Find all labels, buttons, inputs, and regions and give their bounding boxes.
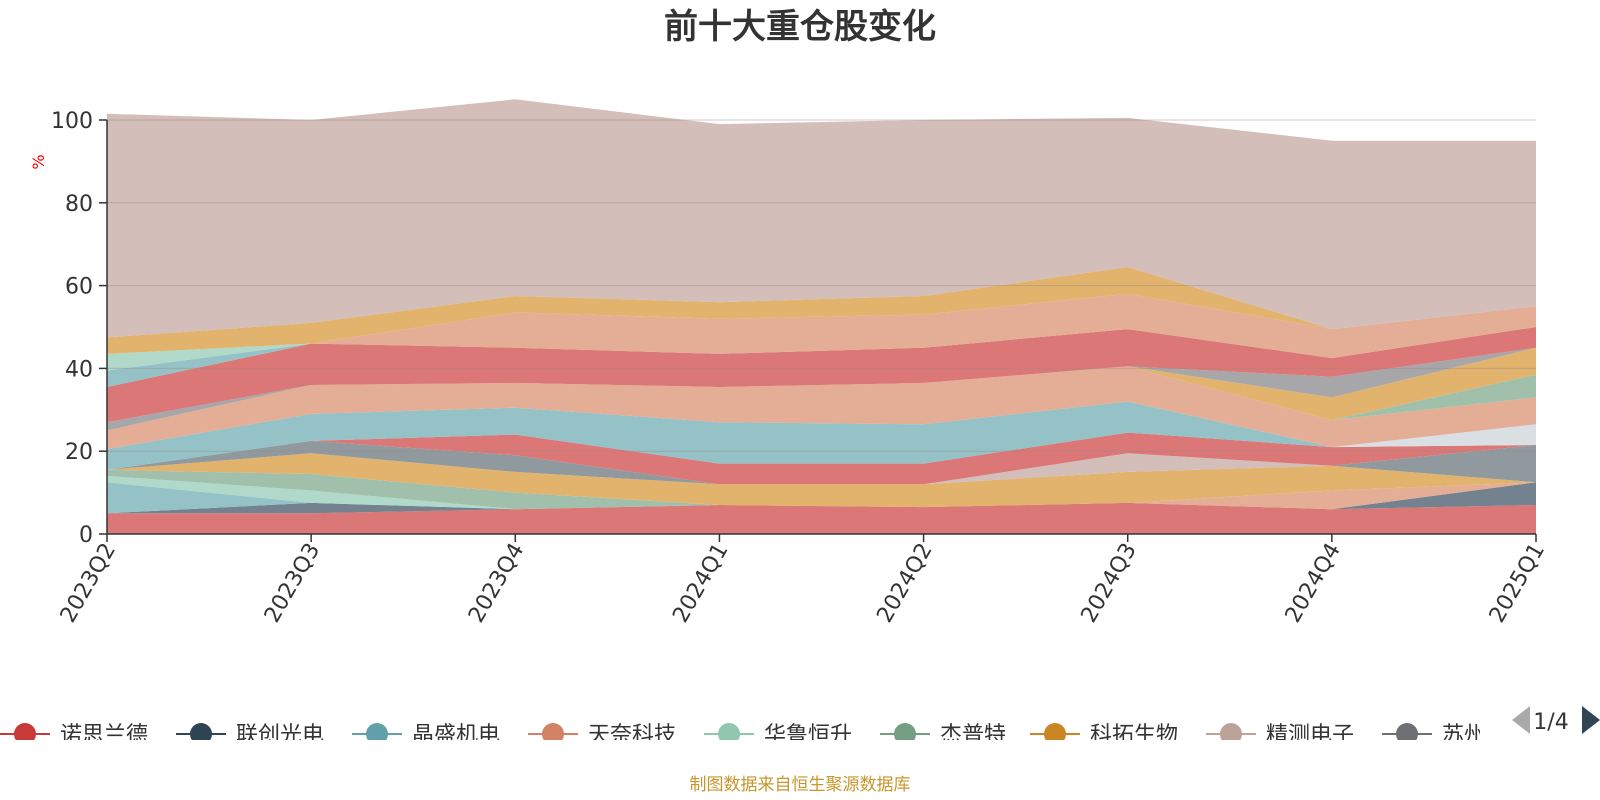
area-series: 汇川技术: [107, 293, 1536, 359]
legend-item[interactable]: 科拓生物: [1030, 723, 1178, 748]
legend-item[interactable]: 晶盛机电: [352, 723, 500, 748]
x-tick-label: 2024Q1: [668, 539, 733, 627]
footer-source: 制图数据来自恒生聚源数据库: [690, 775, 911, 795]
area-series: 科拓生物: [107, 453, 1536, 508]
y-tick-label: 40: [65, 357, 93, 382]
legend-item[interactable]: 华鲁恒升: [704, 723, 852, 748]
legend-swatch-icon: [1220, 723, 1242, 740]
x-tick-label: 2023Q3: [260, 539, 325, 627]
legend-swatch-icon: [1044, 723, 1066, 740]
x-tick-label: 2024Q2: [872, 539, 937, 627]
legend-label: 天奈科技: [588, 723, 676, 748]
legend-swatch-icon: [718, 723, 740, 740]
area-series: 中际旭创: [107, 401, 1536, 470]
legend-item[interactable]: 天奈科技: [528, 723, 676, 748]
legend-label: 华鲁恒升: [764, 723, 852, 748]
area-series: 联创光电: [107, 482, 1536, 514]
x-tick-label: 2025Q1: [1485, 539, 1550, 627]
legend: 诺思兰德 联创光电 晶盛机电 天奈科技 华鲁恒升 杰普特 科拓生物 精测电子 苏州固锝: [0, 723, 1530, 748]
area-series: 杰普特: [107, 469, 1536, 510]
area-series: 天奈科技: [107, 482, 1536, 510]
area-series: 珀莱雅: [107, 347, 1536, 431]
legend-label: 杰普特: [940, 723, 1006, 748]
legend-swatch-icon: [366, 723, 388, 740]
area-series-group: 诺思兰德联创光电晶盛机电天奈科技华鲁恒升杰普特科拓生物精测电子苏州固锝通威股份北…: [107, 99, 1536, 534]
legend-swatch-icon: [894, 723, 916, 740]
chart-title: 前十大重仓股变化: [664, 7, 936, 47]
x-tick-label: 2024Q3: [1077, 539, 1142, 627]
y-tick-label: 80: [65, 192, 93, 217]
area-series: 精测电子: [107, 453, 1536, 485]
y-tick-label: 20: [65, 440, 93, 465]
y-tick-label: 100: [51, 109, 93, 134]
area-series: 诺思兰德: [107, 502, 1536, 534]
area-series: 其他: [107, 99, 1536, 338]
x-tick-label: 2023Q4: [464, 539, 529, 627]
legend-item[interactable]: 精测电子: [1206, 723, 1354, 748]
y-tick-label: 60: [65, 275, 93, 300]
y-tick-label: 0: [79, 523, 93, 548]
legend-swatch-icon: [542, 723, 564, 740]
legend-swatch-icon: [14, 723, 36, 740]
legend-swatch-icon: [1396, 723, 1418, 740]
legend-label: 苏州固锝: [1442, 723, 1530, 748]
legend-swatch-icon: [190, 723, 212, 740]
legend-item[interactable]: 联创光电: [176, 723, 324, 748]
legend-prev-icon[interactable]: [1512, 706, 1530, 734]
area-series: 亿纬锂能: [107, 366, 1536, 450]
legend-page-indicator: 1/4: [1533, 710, 1568, 735]
x-tick-label: 2024Q4: [1281, 539, 1346, 627]
legend-item[interactable]: 苏州固锝: [1382, 723, 1530, 748]
legend-item[interactable]: 诺思兰德: [0, 723, 148, 748]
area-series: 苏州固锝: [107, 440, 1536, 485]
legend-label: 联创光电: [236, 723, 324, 748]
legend-pager: 1/4: [1512, 706, 1600, 735]
area-series: 通威股份: [107, 432, 1536, 485]
legend-label: 晶盛机电: [412, 723, 500, 748]
gridlines: [107, 119, 1536, 452]
area-series: 三环集团: [107, 327, 1536, 423]
area-series: 科拓组合: [107, 267, 1536, 354]
legend-next-icon[interactable]: [1582, 706, 1600, 734]
legend-label: 精测电子: [1266, 723, 1354, 748]
x-tick-label: 2023Q2: [56, 539, 121, 627]
legend-label: 科拓生物: [1090, 723, 1178, 748]
legend-label: 诺思兰德: [60, 723, 148, 748]
y-axis-unit: %: [29, 154, 48, 169]
legend-item[interactable]: 杰普特: [880, 723, 1006, 748]
